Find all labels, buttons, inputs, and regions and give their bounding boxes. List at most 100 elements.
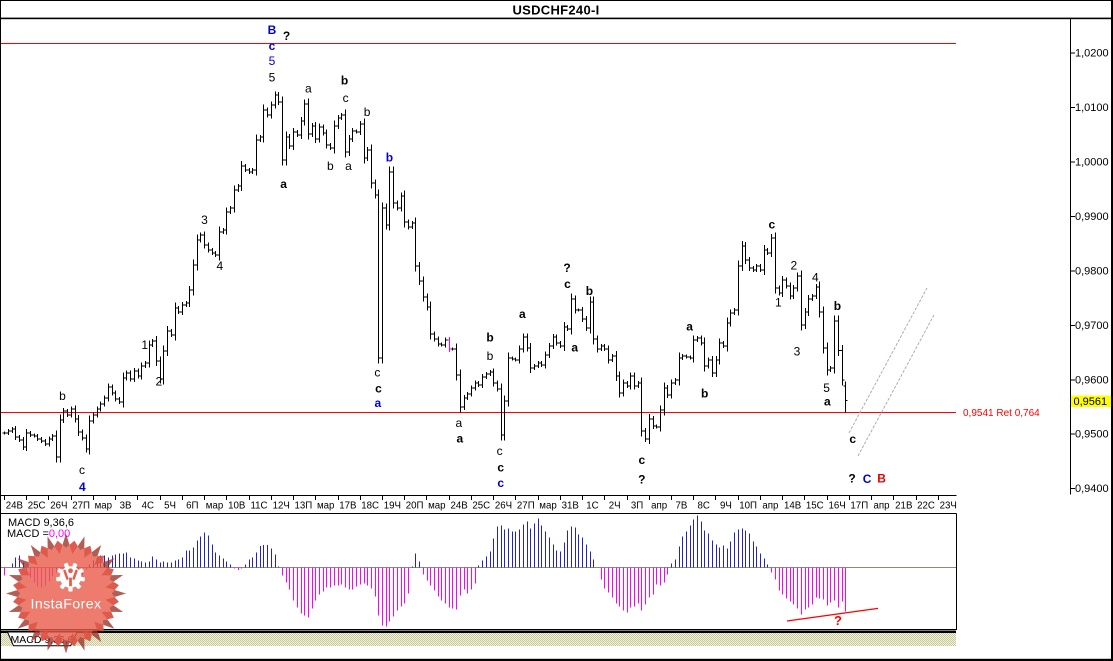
svg-text:6П: 6П xyxy=(186,501,198,512)
svg-text:b: b xyxy=(364,105,371,119)
svg-text:1: 1 xyxy=(775,296,782,310)
svg-text:0,9800: 0,9800 xyxy=(1075,265,1109,277)
svg-text:2Ч: 2Ч xyxy=(609,501,621,512)
svg-text:a: a xyxy=(280,177,287,191)
svg-text:мар: мар xyxy=(539,501,556,512)
svg-text:b: b xyxy=(487,349,494,363)
svg-text:2: 2 xyxy=(156,375,163,389)
svg-text:0,9500: 0,9500 xyxy=(1075,429,1109,441)
svg-text:USDCHF240-I: USDCHF240-I xyxy=(512,3,599,18)
svg-text:B: B xyxy=(877,471,886,485)
svg-text:c: c xyxy=(849,432,856,446)
svg-text:1: 1 xyxy=(141,338,148,352)
svg-text:10П: 10П xyxy=(739,501,757,512)
svg-text:17В: 17В xyxy=(339,501,356,512)
svg-text:4С: 4С xyxy=(142,501,154,512)
svg-text:0,9600: 0,9600 xyxy=(1075,374,1109,386)
svg-text:апр: апр xyxy=(762,501,778,512)
svg-text:0,9541 Ret 0,764: 0,9541 Ret 0,764 xyxy=(963,408,1040,419)
svg-text:8С: 8С xyxy=(698,501,710,512)
svg-text:25С: 25С xyxy=(472,501,490,512)
svg-text:18С: 18С xyxy=(361,501,379,512)
svg-text:b: b xyxy=(701,386,708,400)
svg-text:7В: 7В xyxy=(675,501,687,512)
svg-text:b: b xyxy=(586,284,593,298)
svg-text:InstaForex: InstaForex xyxy=(30,597,101,613)
svg-text:3П: 3П xyxy=(631,501,643,512)
svg-text:b: b xyxy=(59,389,66,403)
svg-text:1,0000: 1,0000 xyxy=(1075,157,1109,169)
svg-text:a: a xyxy=(305,81,312,95)
svg-text:0,9900: 0,9900 xyxy=(1075,211,1109,223)
svg-text:a: a xyxy=(457,431,464,445)
svg-text:b: b xyxy=(486,331,493,345)
svg-text:10В: 10В xyxy=(228,501,245,512)
svg-text:23Ч: 23Ч xyxy=(940,501,957,512)
svg-text:9Ч: 9Ч xyxy=(720,501,732,512)
svg-text:c: c xyxy=(564,277,571,291)
svg-text:мар: мар xyxy=(317,501,334,512)
svg-text:MACD 9,36,6: MACD 9,36,6 xyxy=(8,517,74,529)
svg-text:?: ? xyxy=(848,471,855,485)
svg-text:3: 3 xyxy=(201,213,208,227)
svg-text:a: a xyxy=(375,396,382,410)
svg-text:2: 2 xyxy=(791,258,798,272)
svg-text:31В: 31В xyxy=(562,501,579,512)
svg-text:a: a xyxy=(571,340,578,354)
svg-text:24В: 24В xyxy=(6,501,23,512)
svg-text:мар: мар xyxy=(95,501,112,512)
svg-text:апр: апр xyxy=(873,501,889,512)
svg-text:17П: 17П xyxy=(850,501,868,512)
svg-text:0,9400: 0,9400 xyxy=(1075,483,1109,495)
svg-text:?: ? xyxy=(638,472,645,486)
svg-text:4: 4 xyxy=(812,271,819,285)
svg-text:b: b xyxy=(834,299,841,313)
svg-text:27П: 27П xyxy=(517,501,535,512)
svg-text:c: c xyxy=(79,463,85,477)
svg-text:?: ? xyxy=(834,613,842,628)
svg-text:b: b xyxy=(327,159,334,173)
svg-text:5: 5 xyxy=(823,381,830,395)
svg-text:0,9561: 0,9561 xyxy=(1074,396,1108,408)
svg-text:24В: 24В xyxy=(450,501,467,512)
svg-text:b: b xyxy=(341,74,348,88)
svg-text:c: c xyxy=(497,476,504,490)
svg-text:4: 4 xyxy=(79,480,86,494)
svg-text:c: c xyxy=(497,461,504,475)
svg-text:13П: 13П xyxy=(295,501,313,512)
svg-text:20П: 20П xyxy=(406,501,424,512)
svg-text:?: ? xyxy=(563,261,570,275)
svg-text:0,9700: 0,9700 xyxy=(1075,320,1109,332)
svg-text:c: c xyxy=(768,218,775,232)
svg-text:C: C xyxy=(863,472,872,486)
svg-text:3: 3 xyxy=(794,345,801,359)
svg-text:c: c xyxy=(374,366,380,380)
svg-text:a: a xyxy=(824,394,831,408)
svg-text:a: a xyxy=(456,416,463,430)
svg-text:5: 5 xyxy=(269,71,276,85)
svg-text:1,0200: 1,0200 xyxy=(1075,48,1109,60)
svg-text:12Ч: 12Ч xyxy=(273,501,290,512)
svg-text:5Ч: 5Ч xyxy=(164,501,176,512)
svg-text:22С: 22С xyxy=(917,501,935,512)
svg-text:1,0100: 1,0100 xyxy=(1075,102,1109,114)
svg-text:a: a xyxy=(519,307,526,321)
svg-text:26Ч: 26Ч xyxy=(50,501,67,512)
svg-text:26Ч: 26Ч xyxy=(495,501,512,512)
svg-text:B: B xyxy=(268,23,277,37)
svg-text:c: c xyxy=(269,39,276,53)
svg-text:25С: 25С xyxy=(28,501,46,512)
svg-text:c: c xyxy=(497,444,503,458)
svg-text:c: c xyxy=(343,91,349,105)
svg-text:a: a xyxy=(345,159,352,173)
svg-text:1С: 1С xyxy=(586,501,598,512)
svg-text:c: c xyxy=(638,453,645,467)
svg-text:b: b xyxy=(386,150,393,164)
svg-text:a: a xyxy=(686,319,693,333)
svg-text:11С: 11С xyxy=(250,501,267,512)
svg-text:27П: 27П xyxy=(72,501,90,512)
svg-text:мар: мар xyxy=(206,501,223,512)
svg-text:21В: 21В xyxy=(895,501,912,512)
svg-text:14В: 14В xyxy=(784,501,801,512)
svg-text:c: c xyxy=(375,382,382,396)
